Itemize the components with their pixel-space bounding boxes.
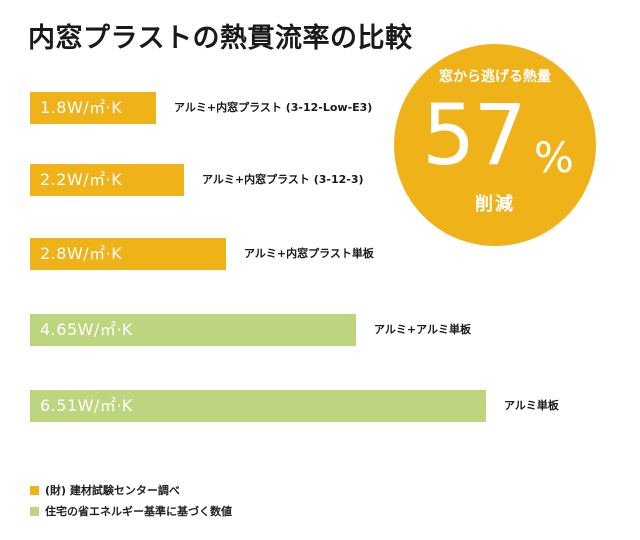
reduction-percent: % <box>534 133 574 182</box>
reduction-label: 削減 <box>475 194 515 215</box>
bar-category-label-5: アルミ単板 <box>504 399 559 412</box>
legend-text: (財) 建材試験センター調べ <box>45 484 180 497</box>
bar-4: 4.65W/㎡·K <box>30 314 356 346</box>
bar-1: 1.8W/㎡·K <box>30 92 156 124</box>
bar-5: 6.51W/㎡·K <box>30 390 486 422</box>
bar-category-label-2: アルミ+内窓プラスト (3-12-3) <box>202 173 364 186</box>
bar-category-label-4: アルミ+アルミ単板 <box>374 323 471 336</box>
bar-3: 2.8W/㎡·K <box>30 238 226 270</box>
bar-category-label-3: アルミ+内窓プラスト単板 <box>244 247 374 260</box>
reduction-badge: 窓から逃げる熱量 57 % 削減 <box>394 44 596 246</box>
legend-swatch-green <box>30 507 39 516</box>
legend-item-test-center: (財) 建材試験センター調べ <box>30 482 180 498</box>
bar-category-label-1: アルミ+内窓プラスト (3-12-Low-E3) <box>174 101 373 114</box>
legend-text: 住宅の省エネルギー基準に基づく数値 <box>45 505 232 518</box>
reduction-caption: 窓から逃げる熱量 <box>439 69 551 85</box>
bar-2: 2.2W/㎡·K <box>30 164 184 196</box>
legend-item-energy-standard: 住宅の省エネルギー基準に基づく数値 <box>30 503 232 519</box>
reduction-number: 57 <box>422 86 527 184</box>
chart-title: 内窓プラストの熱貫流率の比較 <box>28 23 413 54</box>
legend-swatch-yellow <box>30 486 39 495</box>
